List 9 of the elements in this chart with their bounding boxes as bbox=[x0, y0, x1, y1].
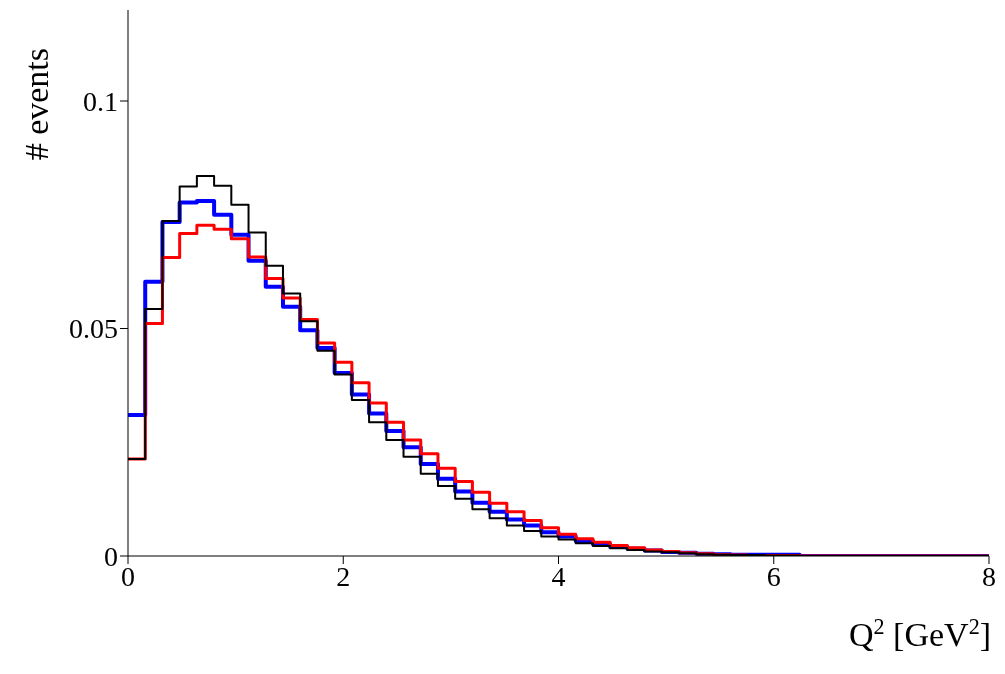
x-tick-label: 6 bbox=[766, 560, 781, 592]
x-tick-label: 4 bbox=[551, 560, 566, 592]
y-tick-label: 0 bbox=[104, 540, 118, 572]
y-axis-title: # events bbox=[18, 48, 55, 161]
y-tick-label: 0.05 bbox=[69, 313, 118, 345]
x-axis-title: Q$^{2}$ [GeV$^{2}$] bbox=[848, 613, 991, 653]
x-tick-label: 2 bbox=[336, 560, 351, 592]
y-tick-label: 0.1 bbox=[83, 85, 118, 117]
x-tick-label: 8 bbox=[982, 560, 996, 592]
